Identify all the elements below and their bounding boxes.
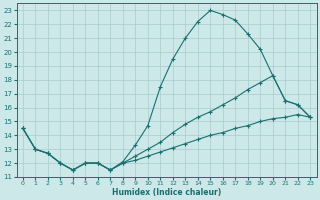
X-axis label: Humidex (Indice chaleur): Humidex (Indice chaleur) xyxy=(112,188,221,197)
